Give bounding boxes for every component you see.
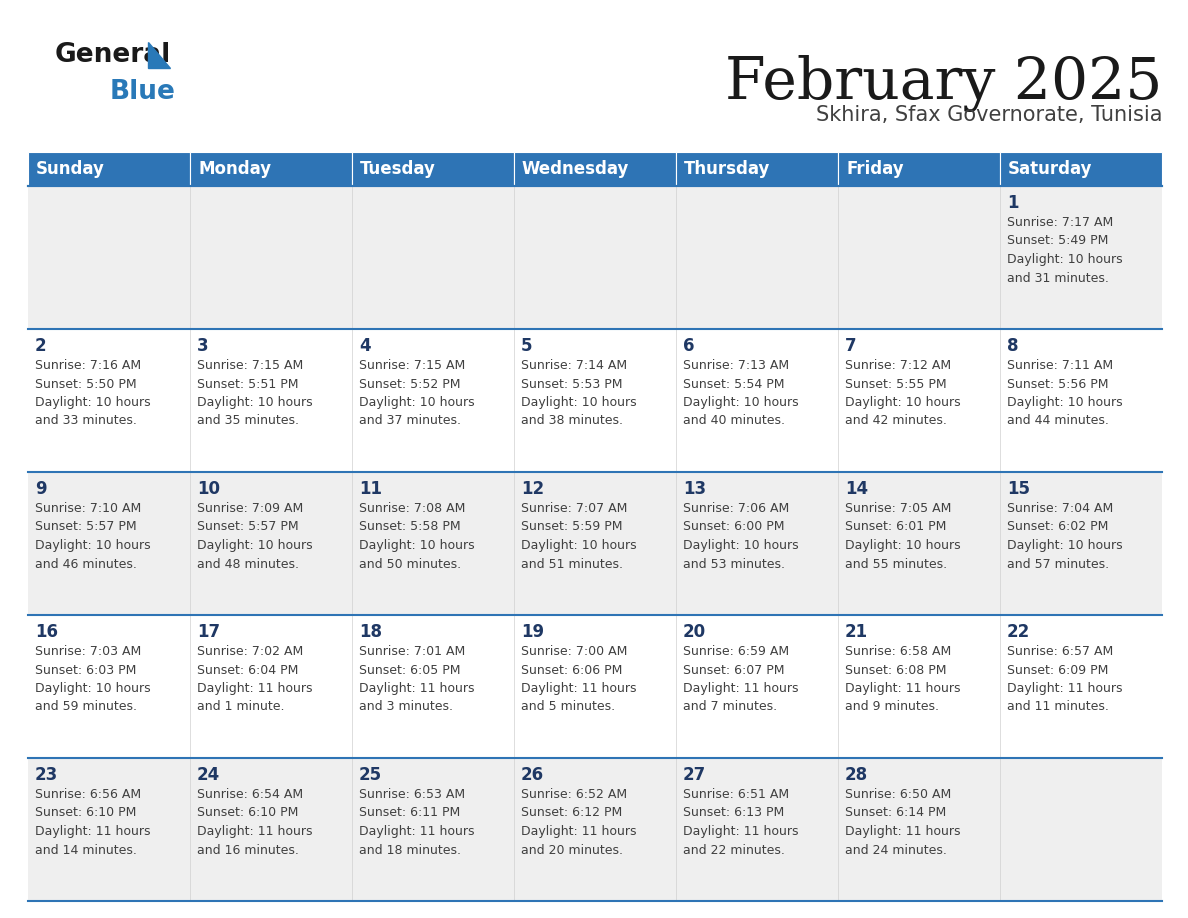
Text: Sunrise: 7:11 AM
Sunset: 5:56 PM
Daylight: 10 hours
and 44 minutes.: Sunrise: 7:11 AM Sunset: 5:56 PM Dayligh… xyxy=(1007,359,1123,428)
Text: Sunday: Sunday xyxy=(36,160,105,178)
Text: Sunrise: 7:05 AM
Sunset: 6:01 PM
Daylight: 10 hours
and 55 minutes.: Sunrise: 7:05 AM Sunset: 6:01 PM Dayligh… xyxy=(845,502,961,570)
Text: Wednesday: Wednesday xyxy=(522,160,630,178)
Text: 1: 1 xyxy=(1007,194,1018,212)
Text: Sunrise: 7:02 AM
Sunset: 6:04 PM
Daylight: 11 hours
and 1 minute.: Sunrise: 7:02 AM Sunset: 6:04 PM Dayligh… xyxy=(197,645,312,713)
Text: Sunrise: 7:03 AM
Sunset: 6:03 PM
Daylight: 10 hours
and 59 minutes.: Sunrise: 7:03 AM Sunset: 6:03 PM Dayligh… xyxy=(34,645,151,713)
Text: 16: 16 xyxy=(34,623,58,641)
Text: 20: 20 xyxy=(683,623,706,641)
Text: 4: 4 xyxy=(359,337,371,355)
Text: 13: 13 xyxy=(683,480,706,498)
Bar xyxy=(352,152,514,186)
Bar xyxy=(838,152,1000,186)
Text: Sunrise: 7:15 AM
Sunset: 5:52 PM
Daylight: 10 hours
and 37 minutes.: Sunrise: 7:15 AM Sunset: 5:52 PM Dayligh… xyxy=(359,359,475,428)
Bar xyxy=(1000,152,1162,186)
Text: Sunrise: 6:56 AM
Sunset: 6:10 PM
Daylight: 11 hours
and 14 minutes.: Sunrise: 6:56 AM Sunset: 6:10 PM Dayligh… xyxy=(34,788,151,856)
Text: Sunrise: 6:52 AM
Sunset: 6:12 PM
Daylight: 11 hours
and 20 minutes.: Sunrise: 6:52 AM Sunset: 6:12 PM Dayligh… xyxy=(522,788,637,856)
Text: Sunrise: 7:17 AM
Sunset: 5:49 PM
Daylight: 10 hours
and 31 minutes.: Sunrise: 7:17 AM Sunset: 5:49 PM Dayligh… xyxy=(1007,216,1123,285)
Text: 7: 7 xyxy=(845,337,857,355)
Text: Sunrise: 6:54 AM
Sunset: 6:10 PM
Daylight: 11 hours
and 16 minutes.: Sunrise: 6:54 AM Sunset: 6:10 PM Dayligh… xyxy=(197,788,312,856)
Bar xyxy=(29,186,1162,329)
Text: Sunrise: 7:16 AM
Sunset: 5:50 PM
Daylight: 10 hours
and 33 minutes.: Sunrise: 7:16 AM Sunset: 5:50 PM Dayligh… xyxy=(34,359,151,428)
Text: February 2025: February 2025 xyxy=(725,55,1162,112)
Text: 24: 24 xyxy=(197,766,220,784)
Text: Monday: Monday xyxy=(198,160,271,178)
Bar xyxy=(514,152,676,186)
Text: 12: 12 xyxy=(522,480,544,498)
Bar xyxy=(29,329,1162,472)
Text: 9: 9 xyxy=(34,480,46,498)
Text: 14: 14 xyxy=(845,480,868,498)
Text: 8: 8 xyxy=(1007,337,1018,355)
Text: 21: 21 xyxy=(845,623,868,641)
Text: Blue: Blue xyxy=(110,79,176,105)
Text: Sunrise: 7:09 AM
Sunset: 5:57 PM
Daylight: 10 hours
and 48 minutes.: Sunrise: 7:09 AM Sunset: 5:57 PM Dayligh… xyxy=(197,502,312,570)
Text: 11: 11 xyxy=(359,480,383,498)
Text: 18: 18 xyxy=(359,623,383,641)
Text: 17: 17 xyxy=(197,623,220,641)
Text: Sunrise: 6:50 AM
Sunset: 6:14 PM
Daylight: 11 hours
and 24 minutes.: Sunrise: 6:50 AM Sunset: 6:14 PM Dayligh… xyxy=(845,788,961,856)
Text: 27: 27 xyxy=(683,766,706,784)
Text: 15: 15 xyxy=(1007,480,1030,498)
Text: Sunrise: 7:08 AM
Sunset: 5:58 PM
Daylight: 10 hours
and 50 minutes.: Sunrise: 7:08 AM Sunset: 5:58 PM Dayligh… xyxy=(359,502,475,570)
Text: Sunrise: 6:58 AM
Sunset: 6:08 PM
Daylight: 11 hours
and 9 minutes.: Sunrise: 6:58 AM Sunset: 6:08 PM Dayligh… xyxy=(845,645,961,713)
Text: Sunrise: 6:59 AM
Sunset: 6:07 PM
Daylight: 11 hours
and 7 minutes.: Sunrise: 6:59 AM Sunset: 6:07 PM Dayligh… xyxy=(683,645,798,713)
Text: Sunrise: 7:01 AM
Sunset: 6:05 PM
Daylight: 11 hours
and 3 minutes.: Sunrise: 7:01 AM Sunset: 6:05 PM Dayligh… xyxy=(359,645,474,713)
Text: Sunrise: 7:00 AM
Sunset: 6:06 PM
Daylight: 11 hours
and 5 minutes.: Sunrise: 7:00 AM Sunset: 6:06 PM Dayligh… xyxy=(522,645,637,713)
Text: 6: 6 xyxy=(683,337,695,355)
Text: General: General xyxy=(55,42,171,68)
Text: 25: 25 xyxy=(359,766,383,784)
Text: Sunrise: 7:14 AM
Sunset: 5:53 PM
Daylight: 10 hours
and 38 minutes.: Sunrise: 7:14 AM Sunset: 5:53 PM Dayligh… xyxy=(522,359,637,428)
Text: Sunrise: 7:15 AM
Sunset: 5:51 PM
Daylight: 10 hours
and 35 minutes.: Sunrise: 7:15 AM Sunset: 5:51 PM Dayligh… xyxy=(197,359,312,428)
Text: Sunrise: 7:13 AM
Sunset: 5:54 PM
Daylight: 10 hours
and 40 minutes.: Sunrise: 7:13 AM Sunset: 5:54 PM Dayligh… xyxy=(683,359,798,428)
Text: Friday: Friday xyxy=(846,160,904,178)
Text: Tuesday: Tuesday xyxy=(360,160,436,178)
Text: Sunrise: 7:04 AM
Sunset: 6:02 PM
Daylight: 10 hours
and 57 minutes.: Sunrise: 7:04 AM Sunset: 6:02 PM Dayligh… xyxy=(1007,502,1123,570)
Text: Saturday: Saturday xyxy=(1007,160,1093,178)
Text: 26: 26 xyxy=(522,766,544,784)
Text: 3: 3 xyxy=(197,337,209,355)
Text: 10: 10 xyxy=(197,480,220,498)
Bar xyxy=(29,615,1162,758)
Polygon shape xyxy=(148,42,170,68)
Bar xyxy=(676,152,838,186)
Text: Sunrise: 6:57 AM
Sunset: 6:09 PM
Daylight: 11 hours
and 11 minutes.: Sunrise: 6:57 AM Sunset: 6:09 PM Dayligh… xyxy=(1007,645,1123,713)
Text: Sunrise: 7:06 AM
Sunset: 6:00 PM
Daylight: 10 hours
and 53 minutes.: Sunrise: 7:06 AM Sunset: 6:00 PM Dayligh… xyxy=(683,502,798,570)
Text: Sunrise: 7:10 AM
Sunset: 5:57 PM
Daylight: 10 hours
and 46 minutes.: Sunrise: 7:10 AM Sunset: 5:57 PM Dayligh… xyxy=(34,502,151,570)
Bar xyxy=(190,152,352,186)
Bar xyxy=(29,758,1162,901)
Text: Sunrise: 6:51 AM
Sunset: 6:13 PM
Daylight: 11 hours
and 22 minutes.: Sunrise: 6:51 AM Sunset: 6:13 PM Dayligh… xyxy=(683,788,798,856)
Text: 5: 5 xyxy=(522,337,532,355)
Text: 19: 19 xyxy=(522,623,544,641)
Text: 28: 28 xyxy=(845,766,868,784)
Text: 22: 22 xyxy=(1007,623,1030,641)
Text: Skhira, Sfax Governorate, Tunisia: Skhira, Sfax Governorate, Tunisia xyxy=(815,105,1162,125)
Text: Sunrise: 7:12 AM
Sunset: 5:55 PM
Daylight: 10 hours
and 42 minutes.: Sunrise: 7:12 AM Sunset: 5:55 PM Dayligh… xyxy=(845,359,961,428)
Bar xyxy=(29,472,1162,615)
Text: 23: 23 xyxy=(34,766,58,784)
Bar xyxy=(29,152,190,186)
Text: Sunrise: 6:53 AM
Sunset: 6:11 PM
Daylight: 11 hours
and 18 minutes.: Sunrise: 6:53 AM Sunset: 6:11 PM Dayligh… xyxy=(359,788,474,856)
Text: Thursday: Thursday xyxy=(684,160,770,178)
Text: Sunrise: 7:07 AM
Sunset: 5:59 PM
Daylight: 10 hours
and 51 minutes.: Sunrise: 7:07 AM Sunset: 5:59 PM Dayligh… xyxy=(522,502,637,570)
Text: 2: 2 xyxy=(34,337,46,355)
